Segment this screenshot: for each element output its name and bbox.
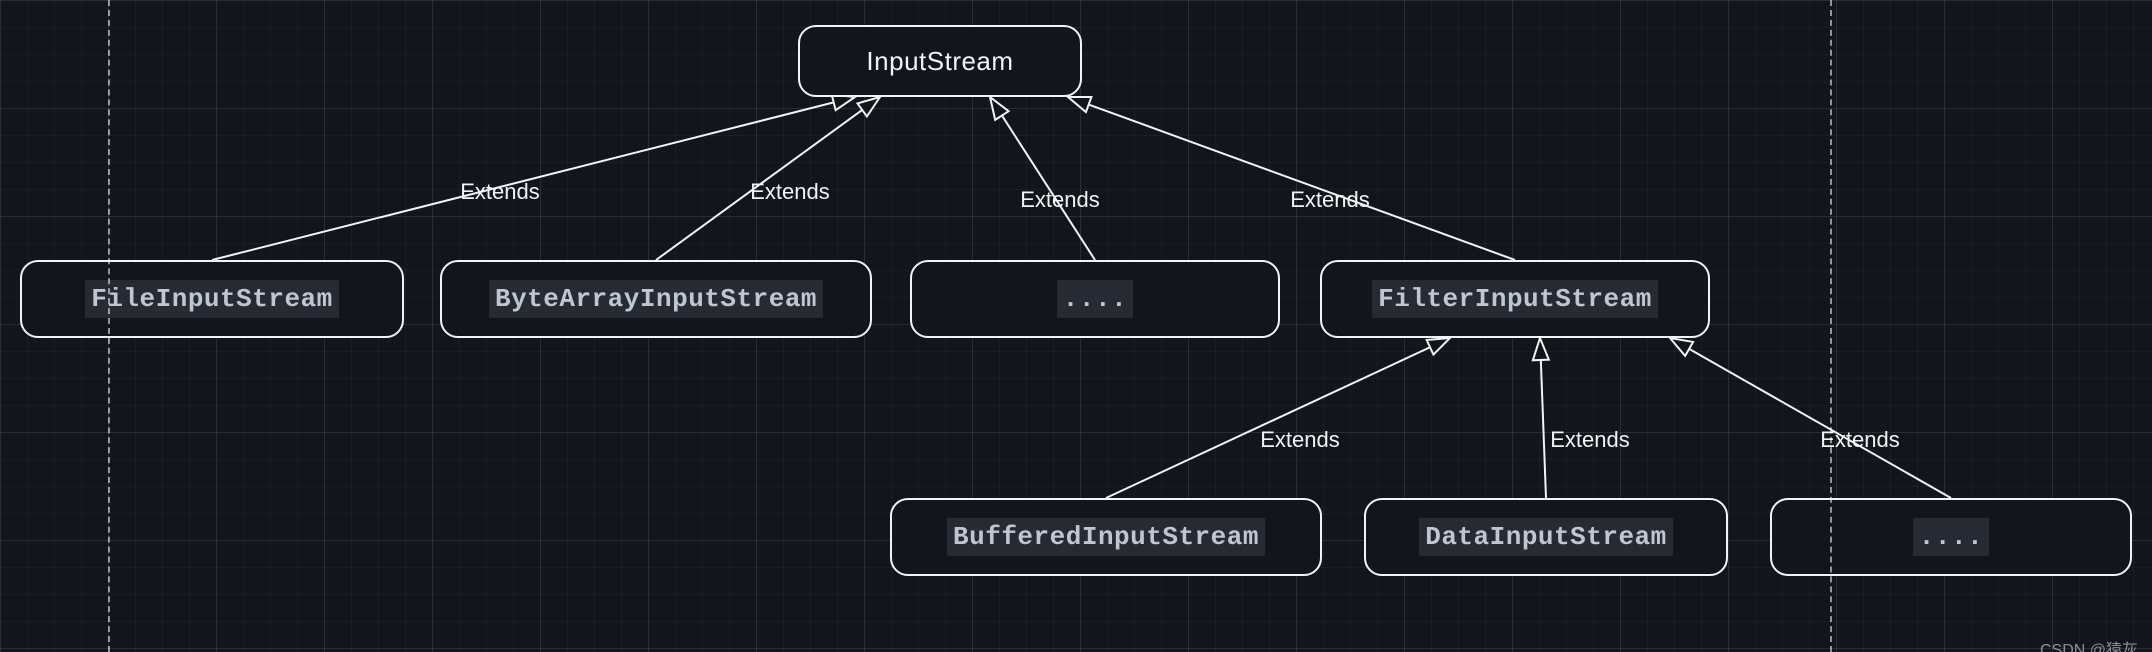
node-datais: DataInputStream — [1364, 498, 1728, 576]
edge-label: Extends — [1550, 427, 1630, 453]
node-bytea: ByteArrayInputStream — [440, 260, 872, 338]
edge-label: Extends — [1260, 427, 1340, 453]
node-label: FilterInputStream — [1372, 280, 1658, 318]
node-file: FileInputStream — [20, 260, 404, 338]
edge-label: Extends — [750, 179, 830, 205]
node-label: DataInputStream — [1419, 518, 1673, 556]
node-label: .... — [1913, 518, 1989, 556]
node-dots1: .... — [910, 260, 1280, 338]
node-label: FileInputStream — [85, 280, 339, 318]
watermark: CSDN @猿灰灰 — [2040, 636, 2152, 652]
node-label: InputStream — [860, 42, 1019, 81]
diagram-canvas: InputStream FileInputStream ByteArrayInput… — [0, 0, 2152, 652]
node-label: ByteArrayInputStream — [489, 280, 823, 318]
edge-label: Extends — [1820, 427, 1900, 453]
edge-label: Extends — [460, 179, 540, 205]
node-dots2: .... — [1770, 498, 2132, 576]
node-buf: BufferedInputStream — [890, 498, 1322, 576]
node-label: BufferedInputStream — [947, 518, 1265, 556]
node-label: .... — [1057, 280, 1133, 318]
edge-label: Extends — [1020, 187, 1100, 213]
node-filter: FilterInputStream — [1320, 260, 1710, 338]
node-root: InputStream — [798, 25, 1082, 97]
edge-label: Extends — [1290, 187, 1370, 213]
